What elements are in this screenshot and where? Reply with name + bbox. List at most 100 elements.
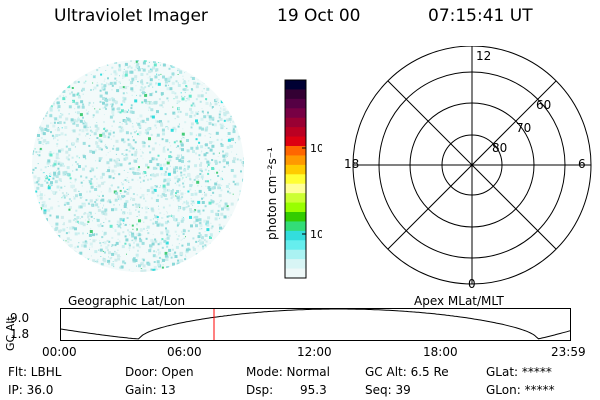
speckle <box>60 149 62 151</box>
speckle <box>175 140 178 143</box>
speckle <box>53 162 57 166</box>
speckle <box>202 247 204 249</box>
speckle <box>119 241 121 243</box>
speckle <box>75 220 78 223</box>
speckle <box>65 150 69 154</box>
speckle <box>197 245 199 247</box>
speckle <box>237 198 241 202</box>
speckle <box>147 166 150 169</box>
speckle <box>42 220 43 222</box>
speckle <box>36 224 39 227</box>
speckle <box>145 200 147 202</box>
speckle <box>86 64 89 67</box>
speckle <box>197 145 198 147</box>
speckle <box>46 124 49 128</box>
speckle <box>126 111 129 113</box>
speckle <box>177 209 180 212</box>
speckle <box>176 180 179 183</box>
speckle <box>241 61 243 63</box>
speckle <box>182 203 184 205</box>
speckle <box>194 164 198 168</box>
speckle <box>198 82 201 85</box>
speckle <box>121 195 124 199</box>
speckle <box>140 73 144 76</box>
speckle <box>119 240 121 242</box>
speckle <box>162 163 166 167</box>
speckle <box>99 60 101 62</box>
speckle <box>74 227 77 231</box>
speckle <box>136 158 138 160</box>
speckle <box>219 201 221 203</box>
speckle <box>126 253 127 255</box>
speckle <box>58 157 60 159</box>
speckle <box>84 60 86 61</box>
speckle <box>174 176 178 180</box>
speckle <box>44 179 47 182</box>
speckle <box>157 74 160 76</box>
speckle <box>147 208 149 209</box>
speckle <box>211 167 215 170</box>
speckle <box>155 158 158 161</box>
speckle <box>183 237 185 239</box>
speckle <box>112 131 115 134</box>
speckle <box>162 206 165 209</box>
speckle <box>58 149 62 153</box>
speckle <box>236 268 238 269</box>
speckle <box>229 257 232 260</box>
speckle <box>65 69 68 72</box>
speckle <box>219 226 222 230</box>
speckle <box>135 209 137 211</box>
speckle <box>101 230 103 232</box>
speckle <box>200 152 202 154</box>
speckle <box>102 242 104 243</box>
speckle <box>205 259 208 263</box>
speckle <box>177 70 179 72</box>
speckle <box>186 149 190 153</box>
speckle <box>198 67 202 71</box>
speckle <box>59 247 63 251</box>
speckle <box>43 84 46 87</box>
speckle <box>141 268 143 270</box>
speckle <box>39 66 41 68</box>
speckle <box>169 271 173 272</box>
speckle <box>156 216 159 219</box>
speckle <box>108 166 111 169</box>
speckle <box>133 128 135 130</box>
speckle <box>131 178 134 181</box>
speckle <box>237 90 239 91</box>
speckle <box>45 176 49 180</box>
speckle <box>87 268 89 270</box>
speckle <box>45 143 47 145</box>
speckle <box>129 162 131 165</box>
speckle <box>153 63 157 67</box>
speckle <box>66 192 68 194</box>
speckle <box>234 125 237 128</box>
speckle <box>54 92 56 94</box>
speckle <box>116 200 118 202</box>
speckle <box>119 204 120 206</box>
speckle <box>99 242 102 244</box>
speckle <box>194 192 198 196</box>
speckle <box>91 246 93 248</box>
speckle <box>88 258 90 259</box>
speckle <box>245 120 246 122</box>
speckle <box>118 68 121 71</box>
speckle <box>55 175 59 178</box>
speckle <box>49 173 51 174</box>
speckle <box>240 66 243 69</box>
speckle <box>242 221 244 222</box>
speckle <box>108 187 111 190</box>
speckle <box>192 267 194 269</box>
speckle <box>246 68 247 71</box>
speckle <box>204 269 206 271</box>
speckle <box>114 72 118 76</box>
speckle <box>141 101 144 104</box>
speckle <box>151 242 155 246</box>
speckle <box>67 66 71 70</box>
speckle <box>120 103 123 106</box>
speckle <box>81 105 85 109</box>
speckle <box>43 172 45 174</box>
speckle <box>166 198 169 201</box>
speckle <box>101 181 105 185</box>
speckle <box>142 144 146 148</box>
